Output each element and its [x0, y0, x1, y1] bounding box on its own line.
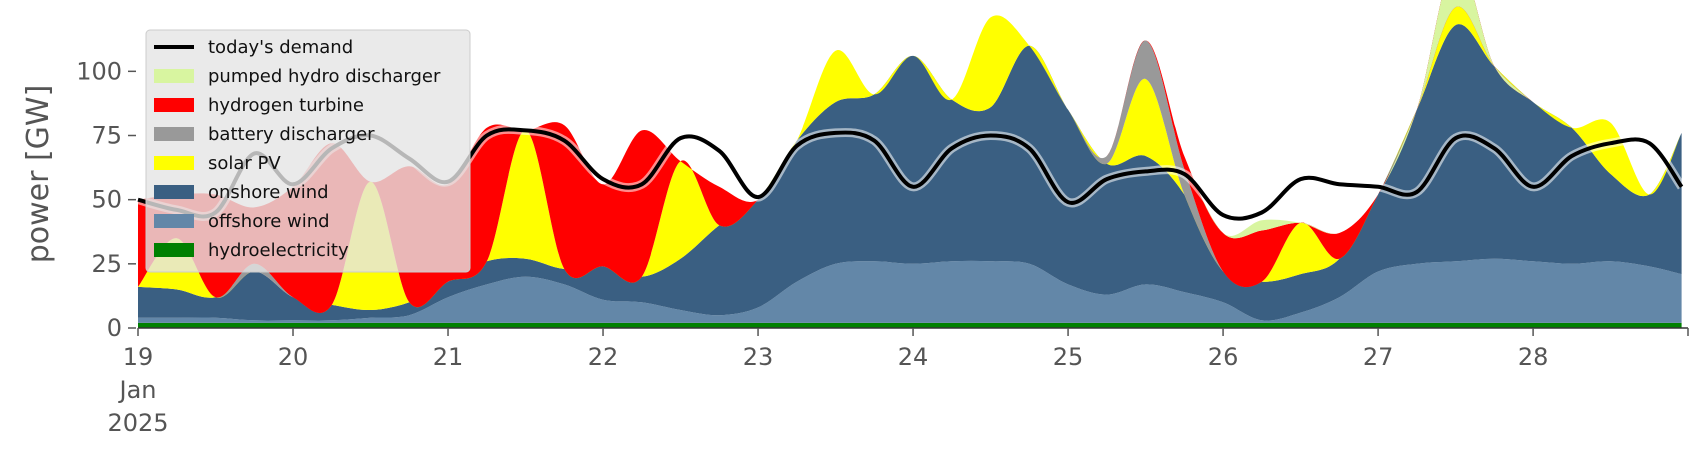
y-tick-label: 50 — [91, 186, 122, 214]
area-solar-pv — [138, 6, 1682, 313]
area-hydroelectricity — [138, 322, 1682, 328]
legend-label-battery-discharger: battery discharger — [208, 124, 375, 145]
legend-swatch-pumped-hydro-discharger — [154, 69, 194, 83]
y-tick-label: 75 — [91, 122, 122, 150]
x-tick-label: 28 — [1518, 343, 1549, 371]
area-onshore-wind — [138, 24, 1682, 321]
legend-label-pumped-hydro-discharger: pumped hydro discharger — [208, 66, 441, 87]
legend-swatch-solar-pv — [154, 156, 194, 170]
legend-swatch-onshore-wind — [154, 185, 194, 199]
legend-swatch-battery-discharger — [154, 127, 194, 141]
x-tick-label: 22 — [588, 343, 619, 371]
x-tick-label: 24 — [898, 343, 929, 371]
legend-label-offshore-wind: offshore wind — [208, 211, 330, 232]
x-tick-month: Jan — [118, 376, 157, 404]
x-tick-label: 26 — [1208, 343, 1239, 371]
legend-label-hydrogen-turbine: hydrogen turbine — [208, 95, 364, 116]
legend-label-solar-pv: solar PV — [208, 153, 281, 174]
legend-swatch-hydroelectricity — [154, 243, 194, 257]
legend-swatch-offshore-wind — [154, 214, 194, 228]
stacked-areas — [138, 0, 1682, 328]
legend: today's demand pumped hydro discharger hyd… — [145, 29, 471, 273]
y-axis-label: power [GW] — [21, 85, 56, 264]
x-tick-year: 2025 — [107, 409, 168, 437]
y-ticks: 0 25 50 75 100 — [76, 57, 136, 342]
y-tick-label: 25 — [91, 250, 122, 278]
legend-label-today-s-demand: today's demand — [208, 37, 353, 58]
x-tick-label: 20 — [278, 343, 309, 371]
legend-label-onshore-wind: onshore wind — [208, 182, 329, 203]
legend-box — [145, 29, 471, 273]
y-tick-label: 0 — [107, 314, 122, 342]
x-tick-label: 25 — [1053, 343, 1084, 371]
x-tick-label: 27 — [1363, 343, 1394, 371]
x-ticks: 19 Jan 2025 20 21 22 23 24 25 26 27 28 — [107, 328, 1689, 437]
x-tick-label: 21 — [433, 343, 464, 371]
x-tick-label: 19 — [123, 343, 154, 371]
legend-swatch-hydrogen-turbine — [154, 98, 194, 112]
area-offshore-wind — [138, 258, 1682, 323]
y-tick-label: 100 — [76, 57, 122, 85]
legend-label-hydroelectricity: hydroelectricity — [208, 240, 349, 261]
area-hydrogen-turbine — [138, 0, 1682, 313]
x-tick-label: 23 — [743, 343, 774, 371]
